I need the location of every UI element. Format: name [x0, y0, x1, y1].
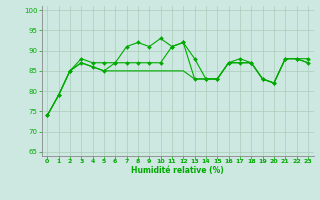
- X-axis label: Humidité relative (%): Humidité relative (%): [131, 166, 224, 175]
